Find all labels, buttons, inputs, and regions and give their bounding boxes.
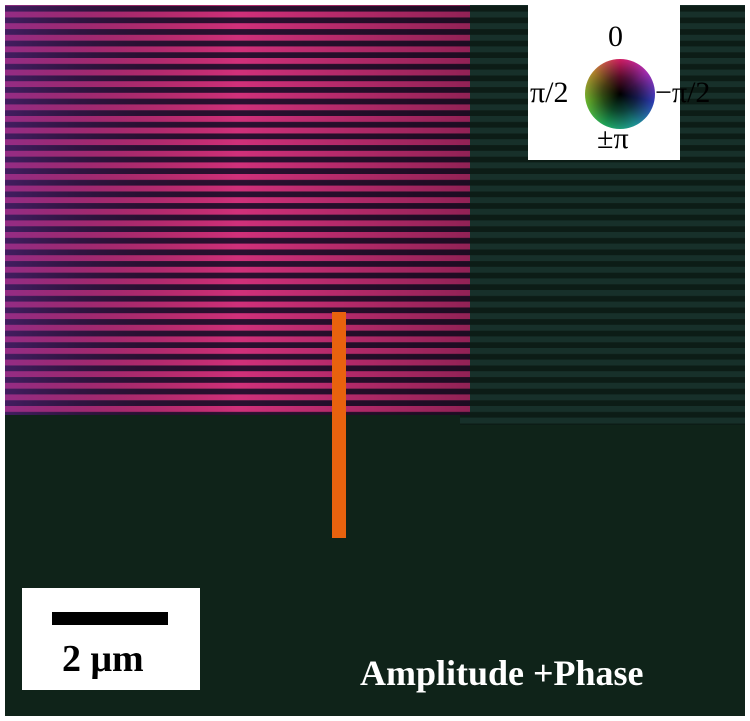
- phase-bottom: ±π: [597, 122, 629, 155]
- caption: Amplitude +Phase: [360, 653, 644, 693]
- phase-wheel: [585, 59, 655, 129]
- scale-bar: [52, 612, 168, 625]
- phase-right: −π/2: [655, 76, 711, 109]
- phase-top: 0: [608, 20, 623, 53]
- line-marker: [332, 312, 346, 538]
- phase-left: π/2: [530, 76, 569, 109]
- scale-box: [22, 588, 200, 690]
- scale-label: 2 μm: [62, 638, 144, 680]
- grating-shade: [5, 5, 470, 415]
